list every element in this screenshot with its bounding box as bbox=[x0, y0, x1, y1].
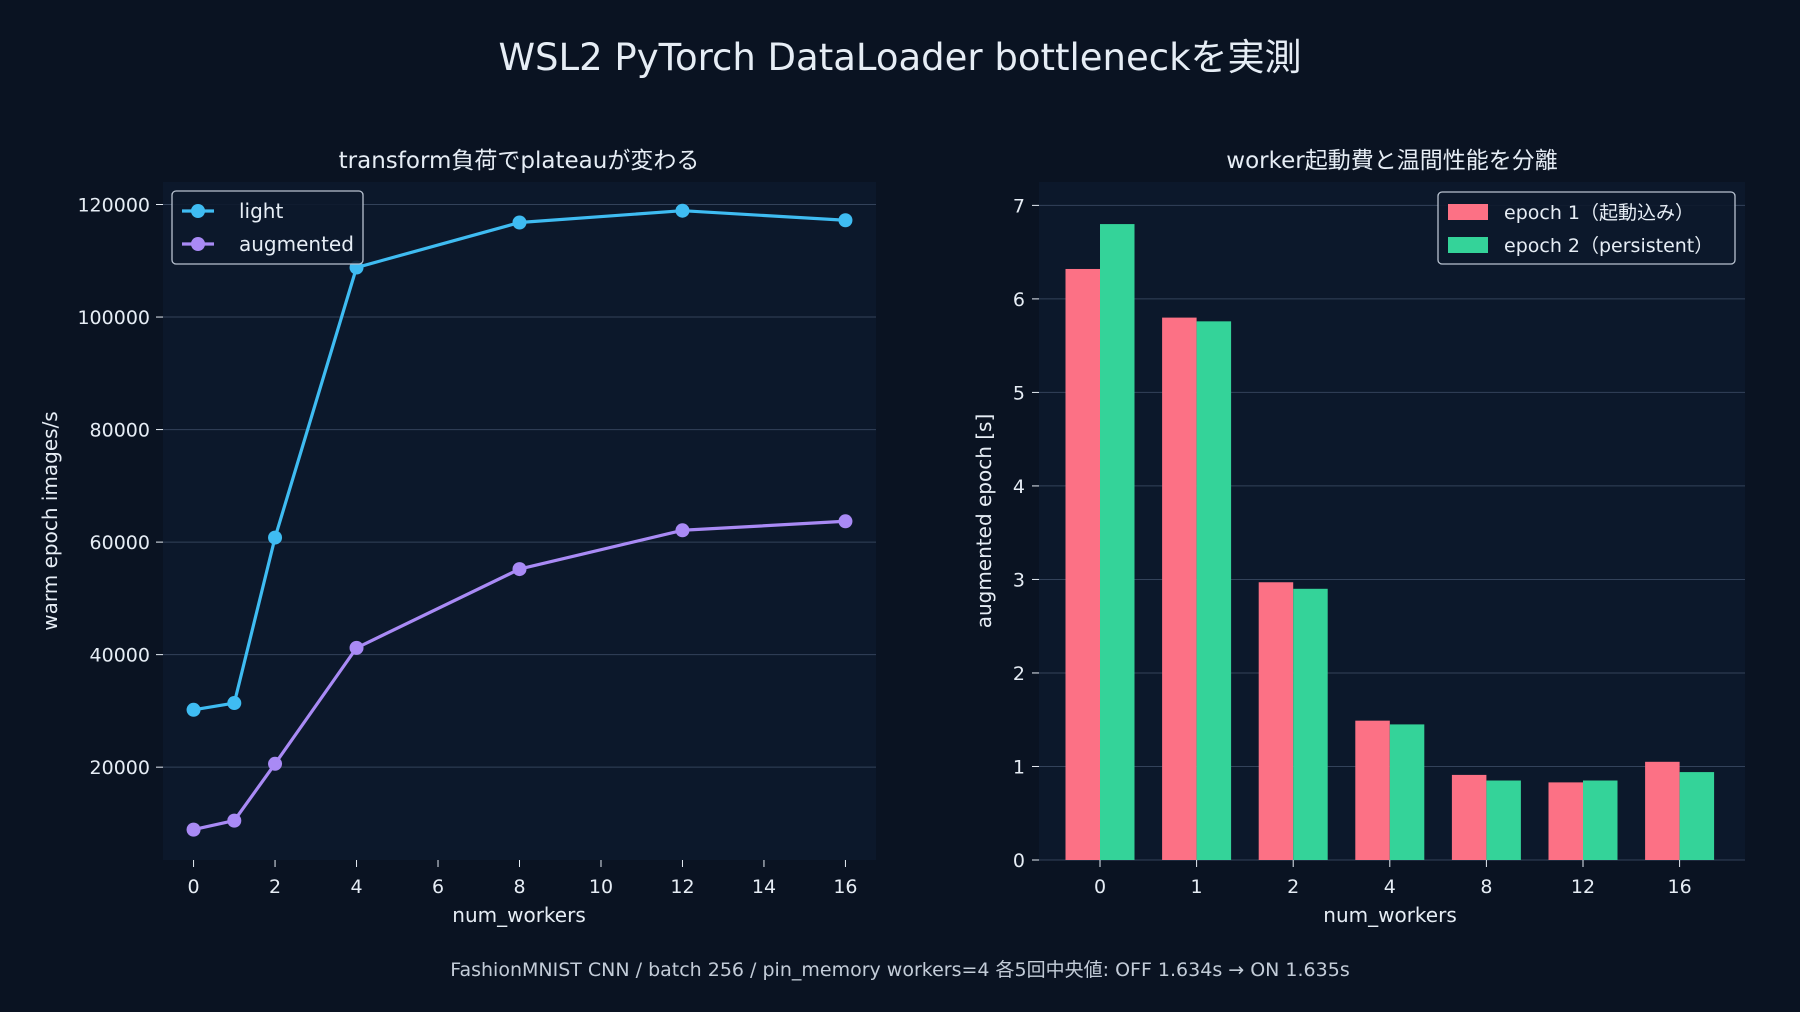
line-chart-y-axis-label: warm epoch images/s bbox=[38, 411, 62, 630]
line-point-augmented bbox=[838, 514, 853, 529]
legend-marker-light bbox=[191, 204, 205, 218]
line-point-light bbox=[675, 203, 690, 218]
line-chart-axes: 20000 40000 60000 80000 100000 120000 0 2 4 6 8 10 1… bbox=[77, 195, 857, 898]
line-point-light bbox=[186, 702, 201, 717]
bar-chart-y-tick-label: 6 bbox=[1013, 289, 1025, 311]
line-chart-x-tick-label: 6 bbox=[432, 876, 444, 898]
line-chart-x-tick-label: 12 bbox=[670, 876, 694, 898]
bar-epoch1-16 bbox=[1645, 761, 1680, 860]
line-chart-y-tick-label: 20000 bbox=[90, 757, 150, 779]
line-chart-x-axis-label: num_workers bbox=[452, 903, 585, 927]
bar-chart-y-tick-label: 2 bbox=[1013, 663, 1025, 685]
line-point-augmented bbox=[675, 523, 690, 538]
figure-title: WSL2 PyTorch DataLoader bottleneckを実測 bbox=[498, 36, 1301, 79]
line-chart-legend: light augmented bbox=[171, 190, 364, 265]
line-chart-y-tick-label: 40000 bbox=[90, 645, 150, 667]
line-chart-x-tick-label: 2 bbox=[269, 876, 281, 898]
line-chart-series bbox=[186, 203, 853, 837]
line-point-light bbox=[268, 530, 283, 545]
bar-chart-y-tick-label: 1 bbox=[1013, 756, 1025, 778]
bar-chart-y-tick-label: 0 bbox=[1013, 850, 1025, 872]
bar-epoch2-16 bbox=[1679, 772, 1715, 860]
legend-label-epoch2: epoch 2（persistent） bbox=[1504, 235, 1713, 257]
legend-swatch-epoch2 bbox=[1448, 237, 1488, 253]
bar-epoch1-1 bbox=[1162, 317, 1197, 861]
bar-epoch2-0 bbox=[1100, 224, 1135, 860]
legend-swatch-epoch1 bbox=[1448, 204, 1488, 220]
line-point-augmented bbox=[186, 822, 201, 837]
line-chart-y-tick-label: 60000 bbox=[90, 532, 150, 554]
bar-chart-legend-box bbox=[1437, 191, 1736, 265]
bar-chart-title: worker起動費と温間性能を分離 bbox=[1226, 148, 1557, 174]
bar-chart-y-tick-label: 5 bbox=[1013, 382, 1025, 404]
bar-chart-bars bbox=[1065, 224, 1715, 861]
bar-chart-x-tick-label: 2 bbox=[1287, 876, 1299, 898]
bar-chart-x-tick-label: 4 bbox=[1384, 876, 1396, 898]
legend-marker-augmented bbox=[191, 237, 205, 251]
bar-chart-y-axis-label: augmented epoch [s] bbox=[972, 414, 996, 629]
legend-label-light: light bbox=[239, 199, 283, 223]
line-chart-legend-box bbox=[171, 190, 364, 265]
bar-chart-x-tick-label: 0 bbox=[1094, 876, 1106, 898]
line-chart-gridlines bbox=[163, 204, 876, 768]
bar-epoch1-0 bbox=[1065, 268, 1100, 860]
bar-epoch2-4 bbox=[1389, 724, 1425, 860]
bar-epoch2-8 bbox=[1486, 780, 1521, 860]
line-point-augmented bbox=[268, 756, 283, 771]
bar-chart-x-axis-label: num_workers bbox=[1323, 903, 1456, 927]
line-point-augmented bbox=[349, 640, 364, 655]
line-point-light bbox=[227, 696, 242, 711]
line-chart-y-tick-label: 80000 bbox=[90, 420, 150, 442]
line-chart-title: transform負荷でplateauが変わる bbox=[339, 148, 700, 174]
legend-label-augmented: augmented bbox=[239, 232, 354, 256]
line-point-light bbox=[838, 213, 853, 228]
bar-chart-x-tick-label: 12 bbox=[1571, 876, 1595, 898]
bar-epoch2-12 bbox=[1583, 780, 1618, 860]
line-chart-x-tick-label: 16 bbox=[833, 876, 857, 898]
bar-epoch1-12 bbox=[1548, 782, 1583, 860]
line-chart-x-tick-label: 8 bbox=[513, 876, 525, 898]
line-chart-x-tick-label: 14 bbox=[752, 876, 776, 898]
line-chart: 20000 40000 60000 80000 100000 120000 0 2 4 6 8 10 1… bbox=[38, 148, 876, 927]
bar-epoch1-8 bbox=[1451, 774, 1487, 860]
bar-chart-x-tick-label: 1 bbox=[1191, 876, 1203, 898]
bar-chart-y-tick-label: 4 bbox=[1013, 476, 1025, 498]
line-chart-y-tick-label: 120000 bbox=[77, 195, 150, 217]
bar-chart-y-tick-label: 3 bbox=[1013, 569, 1025, 591]
line-chart-x-tick-label: 10 bbox=[589, 876, 613, 898]
bar-chart-y-tick-label: 7 bbox=[1013, 195, 1025, 217]
bar-epoch2-1 bbox=[1196, 321, 1232, 860]
bar-epoch1-2 bbox=[1258, 582, 1294, 860]
line-point-light bbox=[512, 215, 527, 230]
line-chart-x-tick-label: 4 bbox=[350, 876, 362, 898]
line-chart-plot-area bbox=[163, 182, 876, 860]
bar-chart-legend: epoch 1（起動込み） epoch 2（persistent） bbox=[1437, 191, 1736, 265]
bar-epoch2-2 bbox=[1293, 588, 1328, 860]
bar-epoch1-4 bbox=[1355, 720, 1390, 860]
bar-chart-x-tick-label: 16 bbox=[1668, 876, 1692, 898]
bar-chart-x-tick-label: 8 bbox=[1480, 876, 1492, 898]
line-chart-y-tick-label: 100000 bbox=[77, 307, 150, 329]
footnote: FashionMNIST CNN / batch 256 / pin_memor… bbox=[450, 959, 1349, 981]
line-chart-x-tick-label: 0 bbox=[188, 876, 200, 898]
line-point-augmented bbox=[227, 813, 242, 828]
legend-label-epoch1: epoch 1（起動込み） bbox=[1504, 202, 1694, 224]
line-point-augmented bbox=[512, 562, 527, 577]
